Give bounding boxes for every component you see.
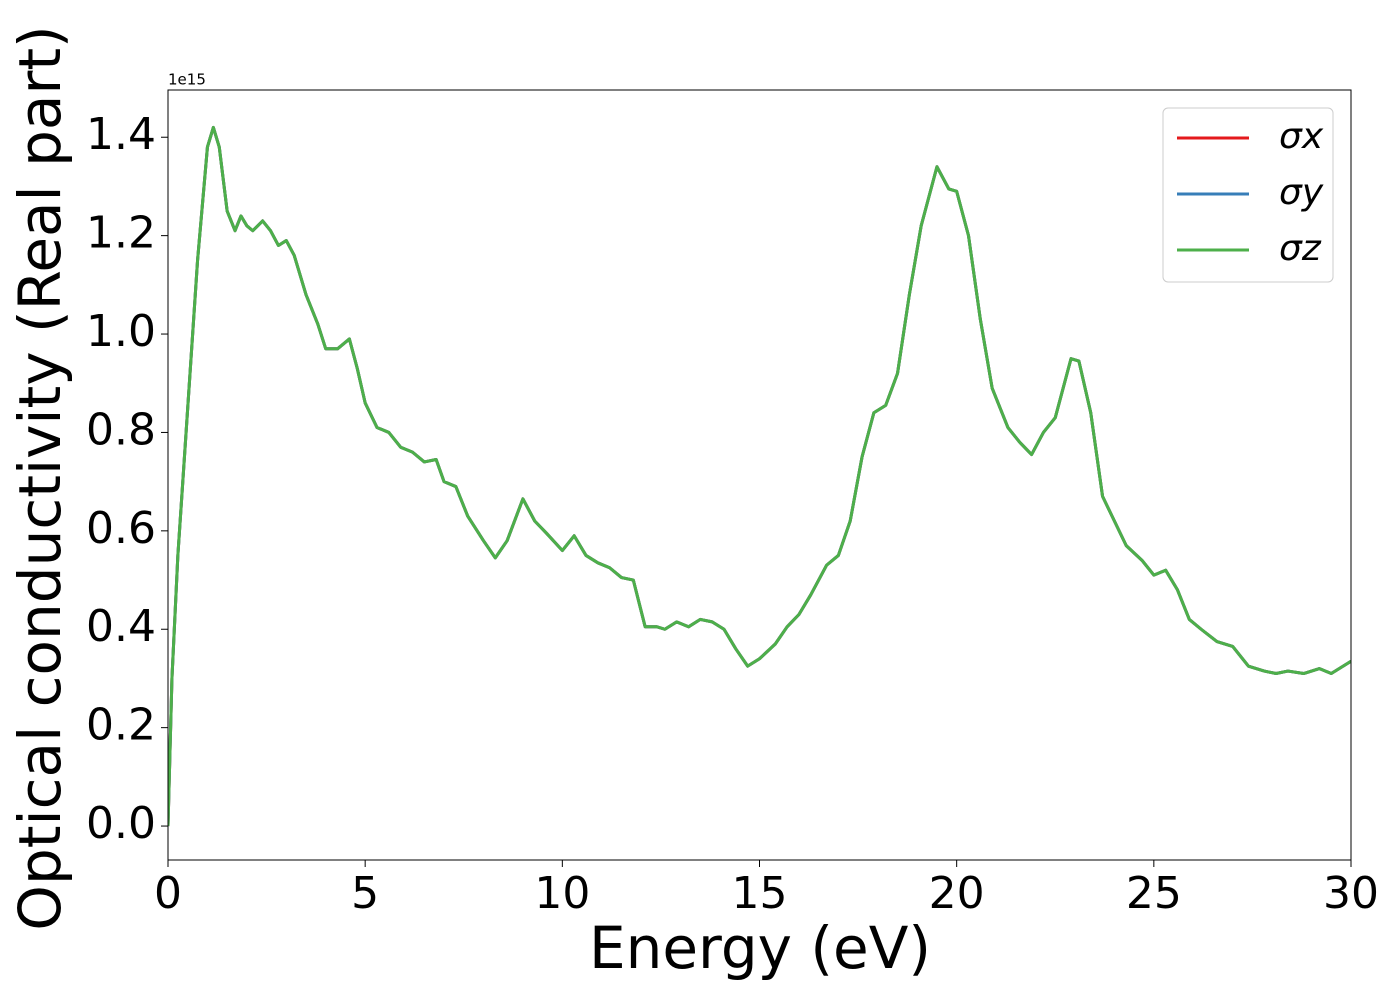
plot-frame (167, 89, 1352, 861)
y-tick-label: 1.2 (86, 208, 156, 259)
legend-label: σz (1279, 228, 1322, 269)
x-tick-label: 30 (1323, 868, 1379, 919)
x-axis-label: Energy (eV) (589, 914, 931, 982)
x-tick-label: 10 (534, 868, 590, 919)
x-tick-label: 20 (929, 868, 985, 919)
y-tick-label: 1.4 (86, 109, 156, 160)
legend-label: σy (1279, 172, 1324, 213)
y-tick-label: 0.6 (86, 503, 156, 554)
y-tick-label: 0.0 (86, 798, 156, 849)
y-offset-label: 1e15 (168, 71, 206, 89)
y-tick-label: 0.4 (86, 601, 156, 652)
series-line (168, 125, 1351, 827)
legend-label: σx (1279, 116, 1324, 157)
x-tick-label: 5 (351, 868, 379, 919)
y-tick-label: 0.2 (86, 700, 156, 751)
y-axis-label: Optical conductivity (Real part) (6, 25, 74, 930)
y-tick-label: 0.8 (86, 404, 156, 455)
x-tick-label: 15 (732, 868, 788, 919)
x-tick-label: 25 (1126, 868, 1182, 919)
x-tick-label: 0 (154, 868, 182, 919)
y-tick-label: 1.0 (86, 306, 156, 357)
